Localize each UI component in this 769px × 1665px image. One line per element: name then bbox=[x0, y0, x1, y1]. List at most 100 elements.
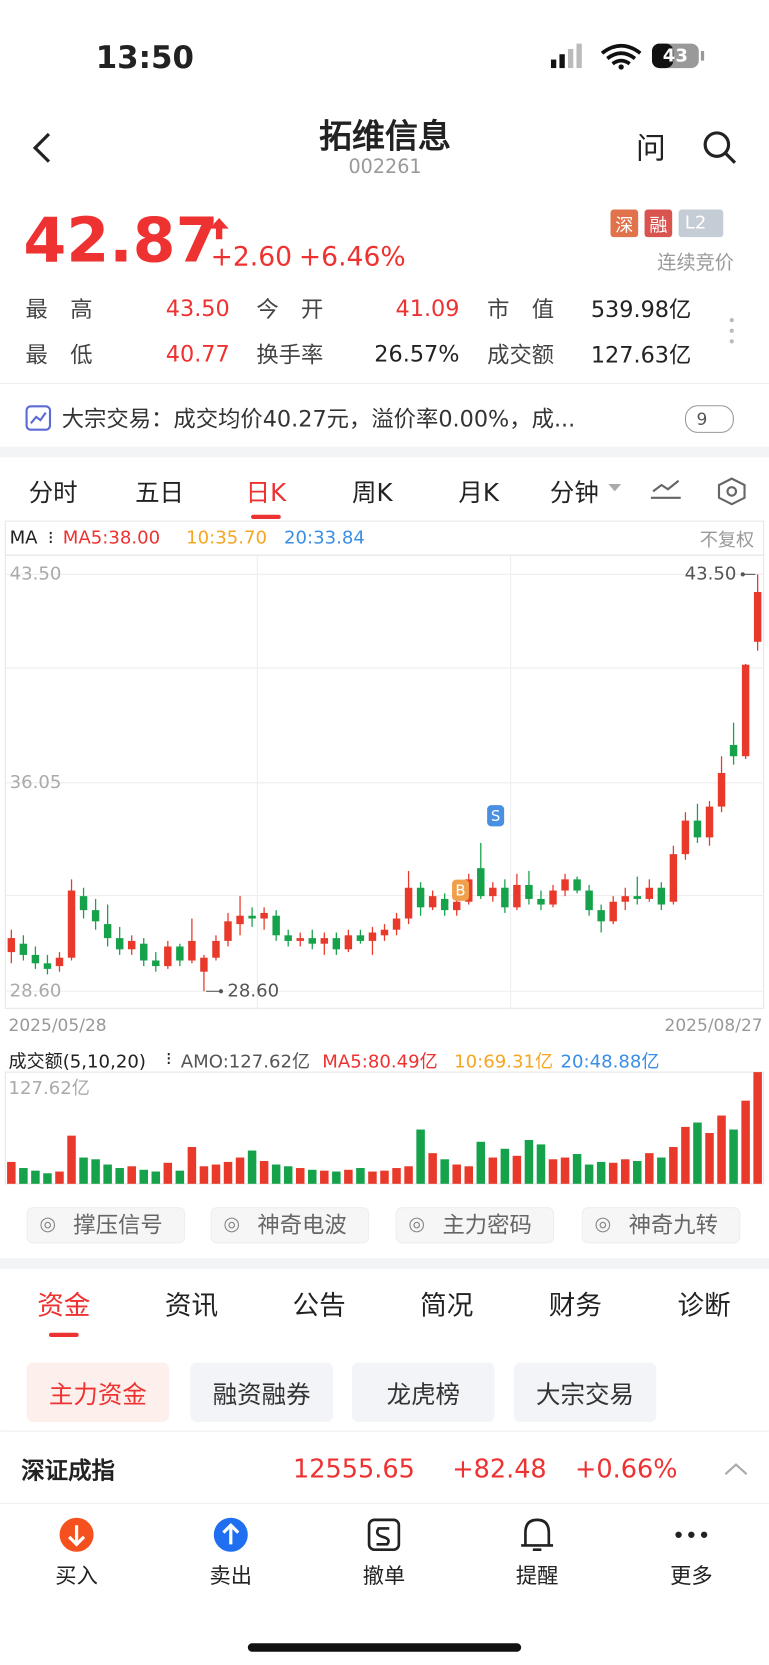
volume-bar bbox=[271, 1164, 281, 1184]
candle-body bbox=[513, 884, 521, 908]
sub-tab-bg[interactable] bbox=[513, 1362, 657, 1423]
candle-body bbox=[164, 946, 172, 967]
tool-button[interactable] bbox=[26, 1207, 186, 1244]
ma10: 10:35.70 bbox=[186, 527, 267, 549]
volume-bar bbox=[151, 1171, 161, 1184]
stat-label: 市 值 bbox=[487, 296, 555, 323]
bottom-action[interactable]: 提醒 bbox=[515, 1562, 559, 1589]
volume-bar bbox=[43, 1173, 52, 1184]
search[interactable] bbox=[702, 130, 738, 166]
candle-body bbox=[741, 664, 750, 757]
price: 42.87 bbox=[23, 204, 219, 277]
vol-title: 成交额(5,10,20) bbox=[8, 1051, 146, 1073]
band bbox=[0, 446, 769, 458]
tab[interactable]: 五日 bbox=[135, 479, 185, 508]
sub-tab-bg[interactable] bbox=[190, 1362, 333, 1423]
ask[interactable]: 问 bbox=[636, 130, 666, 166]
sub-tab: 融资融券 bbox=[212, 1381, 311, 1410]
volume-bar bbox=[7, 1161, 16, 1184]
volume-bar bbox=[536, 1144, 546, 1184]
vol-ma20: 20:48.88亿 bbox=[560, 1051, 660, 1073]
change-pct: +6.46% bbox=[298, 240, 406, 272]
volume-bar bbox=[259, 1161, 269, 1184]
sub-tab-bg[interactable] bbox=[26, 1362, 170, 1423]
tool-label: 神奇电波 bbox=[257, 1212, 347, 1239]
high-label: 43.50 bbox=[685, 563, 737, 584]
sub-tab: 龙虎榜 bbox=[386, 1381, 461, 1410]
volume-bar bbox=[620, 1159, 630, 1184]
volume-bar bbox=[693, 1122, 702, 1184]
status-icons: 43 bbox=[550, 43, 705, 70]
tab[interactable]: 分时 bbox=[28, 479, 78, 508]
volume-bar bbox=[404, 1166, 413, 1184]
volume-bar bbox=[115, 1168, 124, 1184]
status-time: 13:50 bbox=[95, 39, 194, 76]
auction: 连续竞价 bbox=[657, 252, 734, 275]
candle-body bbox=[753, 591, 762, 642]
candle-body bbox=[140, 943, 148, 961]
low-label: 28.60 bbox=[227, 980, 279, 1001]
bottom-action[interactable]: 更多 bbox=[670, 1562, 713, 1589]
candle-body bbox=[260, 912, 268, 919]
vol-ma5: MA5:80.49亿 bbox=[322, 1051, 438, 1073]
badge-bg bbox=[610, 209, 639, 238]
y-tick-label: 28.60 bbox=[10, 980, 62, 1001]
volume-bar bbox=[163, 1162, 173, 1184]
volume-bar bbox=[283, 1166, 293, 1184]
volume-bar bbox=[368, 1171, 377, 1184]
high-dot bbox=[740, 572, 745, 577]
candle-body bbox=[115, 938, 124, 950]
bottom-action[interactable]: 卖出 bbox=[209, 1562, 253, 1589]
stat-value: 41.09 bbox=[395, 295, 460, 322]
sub-tab-bg[interactable] bbox=[352, 1362, 495, 1423]
change: +2.60 bbox=[210, 240, 293, 272]
volume-bar bbox=[512, 1155, 522, 1184]
info-tab[interactable]: 公告 bbox=[292, 1290, 346, 1321]
candle-body bbox=[729, 745, 738, 757]
tool-button[interactable] bbox=[395, 1207, 555, 1244]
index-value: 12555.65 bbox=[293, 1453, 415, 1484]
info-tab[interactable]: 资讯 bbox=[164, 1290, 219, 1321]
candle-body bbox=[452, 901, 461, 911]
candle-body bbox=[368, 932, 377, 941]
candle-body bbox=[380, 929, 389, 936]
info-tab[interactable]: 资金 bbox=[37, 1290, 91, 1321]
candle-body bbox=[236, 915, 244, 925]
badge-bg bbox=[678, 209, 724, 238]
candle-body bbox=[477, 868, 485, 897]
info-tab[interactable]: 财务 bbox=[548, 1290, 603, 1321]
tab[interactable]: 周K bbox=[352, 479, 393, 508]
info-tab[interactable]: 诊断 bbox=[677, 1290, 731, 1321]
volume-bar bbox=[211, 1164, 221, 1184]
tab[interactable]: 月K bbox=[458, 479, 499, 508]
trade-marker-label: S bbox=[491, 807, 500, 825]
candle-body bbox=[308, 938, 316, 944]
stat-label: 成交额 bbox=[487, 342, 555, 369]
more-dots[interactable] bbox=[729, 317, 735, 345]
tab-icons[interactable] bbox=[649, 476, 755, 506]
candle-body bbox=[284, 935, 292, 941]
trade-marker-label: B bbox=[455, 881, 465, 899]
index-name: 深证成指 bbox=[21, 1458, 115, 1485]
bottom-action[interactable]: 撤单 bbox=[362, 1562, 406, 1589]
tab[interactable]: 日K bbox=[245, 479, 287, 508]
volume-bar bbox=[633, 1161, 642, 1184]
tool-button[interactable] bbox=[210, 1207, 370, 1244]
collapse[interactable] bbox=[723, 1461, 749, 1476]
count-badge[interactable] bbox=[684, 405, 734, 433]
candle-body bbox=[272, 915, 280, 936]
bottom-action[interactable]: 买入 bbox=[55, 1562, 98, 1589]
volume-bar bbox=[657, 1157, 666, 1184]
volume-bar bbox=[645, 1153, 654, 1184]
volume-bar bbox=[356, 1168, 365, 1184]
amo: AMO:127.62亿 bbox=[180, 1051, 311, 1073]
back[interactable] bbox=[30, 132, 56, 164]
ma20: 20:33.84 bbox=[283, 527, 365, 549]
index-pct: +0.66% bbox=[575, 1453, 678, 1484]
info-tab[interactable]: 简况 bbox=[420, 1290, 474, 1321]
block-trade[interactable]: 大宗交易：成交均价40.27元，溢价率0.00%，成... bbox=[61, 406, 576, 432]
tab[interactable]: 分钟 bbox=[549, 479, 599, 508]
tool-button[interactable] bbox=[581, 1207, 741, 1244]
adjust[interactable]: 不复权 bbox=[699, 530, 755, 552]
badge: 融 bbox=[649, 215, 668, 237]
